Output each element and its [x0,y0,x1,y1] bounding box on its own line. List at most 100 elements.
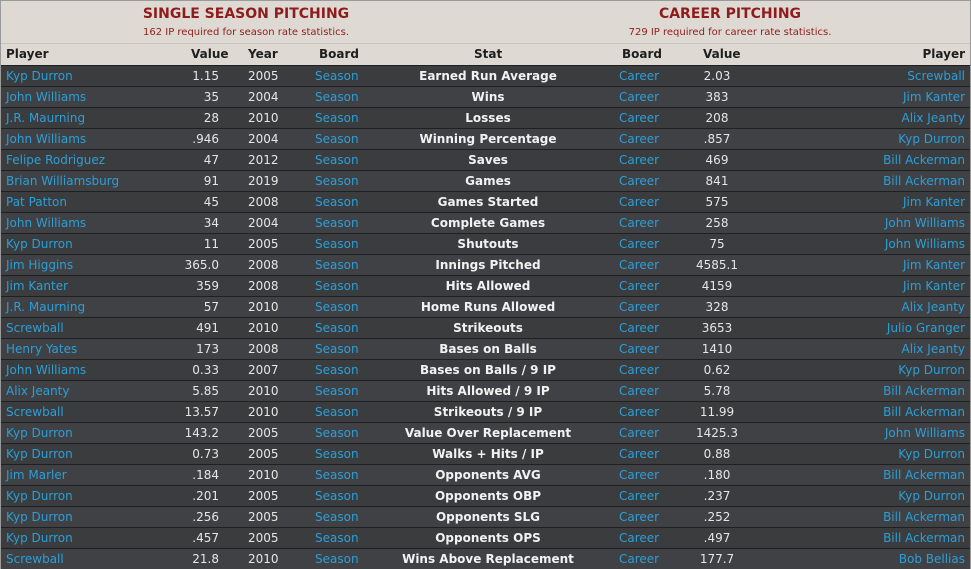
career-board-link[interactable]: Career [619,405,660,419]
season-board-link[interactable]: Season [315,153,359,167]
season-player-link[interactable]: Jim Kanter [6,279,69,293]
career-board-link[interactable]: Career [619,174,660,188]
career-player-link[interactable]: Bill Ackerman [883,510,965,524]
season-player-link[interactable]: J.R. Maurning [6,300,86,314]
col-header-value[interactable]: Value [191,47,229,61]
season-player-link[interactable]: John Williams [6,363,87,377]
season-player-link[interactable]: John Williams [6,132,87,146]
season-player-link[interactable]: Kyp Durron [6,447,73,461]
season-player-link[interactable]: Kyp Durron [6,426,73,440]
season-player-link[interactable]: J.R. Maurning [6,111,86,125]
career-board-link[interactable]: Career [619,132,660,146]
season-player-link[interactable]: John Williams [6,216,87,230]
col-header-career-player[interactable]: Player [922,47,965,61]
col-header-career-board[interactable]: Board [622,47,662,61]
career-player-link[interactable]: Bob Bellias [898,552,965,566]
col-header-player[interactable]: Player [6,47,49,61]
career-player-link[interactable]: Bill Ackerman [883,153,965,167]
season-player-link[interactable]: Jim Marler [6,468,67,482]
career-board-link[interactable]: Career [619,489,660,503]
career-player-link[interactable]: Julio Granger [886,321,965,335]
career-player-link[interactable]: Alix Jeanty [901,342,965,356]
season-player-link[interactable]: Henry Yates [6,342,78,356]
career-board-link[interactable]: Career [619,111,660,125]
career-player-link[interactable]: Jim Kanter [902,279,965,293]
season-player-link[interactable]: Screwball [6,405,64,419]
career-player-link[interactable]: Kyp Durron [898,447,965,461]
career-board-link[interactable]: Career [619,531,660,545]
season-board-link[interactable]: Season [315,279,359,293]
career-player-link[interactable]: Screwball [907,69,965,83]
career-player-link[interactable]: Jim Kanter [902,258,965,272]
career-board-link[interactable]: Career [619,321,660,335]
season-board-link[interactable]: Season [315,510,359,524]
season-board-link[interactable]: Season [315,384,359,398]
season-player-link[interactable]: John Williams [6,90,87,104]
career-board-link[interactable]: Career [619,510,660,524]
season-board-link[interactable]: Season [315,132,359,146]
season-player-link[interactable]: Kyp Durron [6,510,73,524]
season-board-link[interactable]: Season [315,363,359,377]
season-board-link[interactable]: Season [315,468,359,482]
season-board-link[interactable]: Season [315,69,359,83]
season-player-link[interactable]: Screwball [6,321,64,335]
season-player-link[interactable]: Alix Jeanty [6,384,70,398]
career-board-link[interactable]: Career [619,426,660,440]
career-player-link[interactable]: Bill Ackerman [883,531,965,545]
career-board-link[interactable]: Career [619,153,660,167]
season-player-link[interactable]: Screwball [6,552,64,566]
season-board-link[interactable]: Season [315,342,359,356]
career-board-link[interactable]: Career [619,468,660,482]
season-board-link[interactable]: Season [315,405,359,419]
season-board-link[interactable]: Season [315,552,359,566]
career-player-link[interactable]: Alix Jeanty [901,300,965,314]
career-board-link[interactable]: Career [619,447,660,461]
career-player-link[interactable]: Bill Ackerman [883,468,965,482]
season-player-link[interactable]: Jim Higgins [6,258,74,272]
season-board-link[interactable]: Season [315,111,359,125]
career-board-link[interactable]: Career [619,216,660,230]
career-player-link[interactable]: Jim Kanter [902,90,965,104]
career-player-link[interactable]: Bill Ackerman [883,384,965,398]
career-player-link[interactable]: John Williams [884,237,965,251]
career-board-link[interactable]: Career [619,237,660,251]
season-board-link[interactable]: Season [315,174,359,188]
career-player-link[interactable]: Jim Kanter [902,195,965,209]
career-board-link[interactable]: Career [619,258,660,272]
season-board-link[interactable]: Season [315,321,359,335]
career-board-link[interactable]: Career [619,195,660,209]
season-player-link[interactable]: Kyp Durron [6,489,73,503]
career-board-link[interactable]: Career [619,552,660,566]
career-board-link[interactable]: Career [619,363,660,377]
career-board-link[interactable]: Career [619,90,660,104]
career-board-link[interactable]: Career [619,384,660,398]
season-player-link[interactable]: Brian Williamsburg [6,174,120,188]
col-header-board[interactable]: Board [319,47,359,61]
season-board-link[interactable]: Season [315,258,359,272]
season-board-link[interactable]: Season [315,90,359,104]
season-board-link[interactable]: Season [315,195,359,209]
career-board-link[interactable]: Career [619,69,660,83]
career-player-link[interactable]: Alix Jeanty [901,111,965,125]
season-board-link[interactable]: Season [315,216,359,230]
col-header-year[interactable]: Year [248,47,278,61]
career-player-link[interactable]: Kyp Durron [898,489,965,503]
season-player-link[interactable]: Kyp Durron [6,237,73,251]
season-board-link[interactable]: Season [315,447,359,461]
career-player-link[interactable]: Kyp Durron [898,363,965,377]
col-header-career-value[interactable]: Value [703,47,741,61]
career-player-link[interactable]: Bill Ackerman [883,174,965,188]
career-player-link[interactable]: Bill Ackerman [883,405,965,419]
season-board-link[interactable]: Season [315,300,359,314]
season-player-link[interactable]: Felipe Rodriguez [6,153,106,167]
season-board-link[interactable]: Season [315,237,359,251]
season-player-link[interactable]: Pat Patton [6,195,67,209]
season-player-link[interactable]: Kyp Durron [6,531,73,545]
career-board-link[interactable]: Career [619,300,660,314]
season-player-link[interactable]: Kyp Durron [6,69,73,83]
career-board-link[interactable]: Career [619,279,660,293]
career-player-link[interactable]: John Williams [884,426,965,440]
season-board-link[interactable]: Season [315,531,359,545]
season-board-link[interactable]: Season [315,426,359,440]
season-board-link[interactable]: Season [315,489,359,503]
